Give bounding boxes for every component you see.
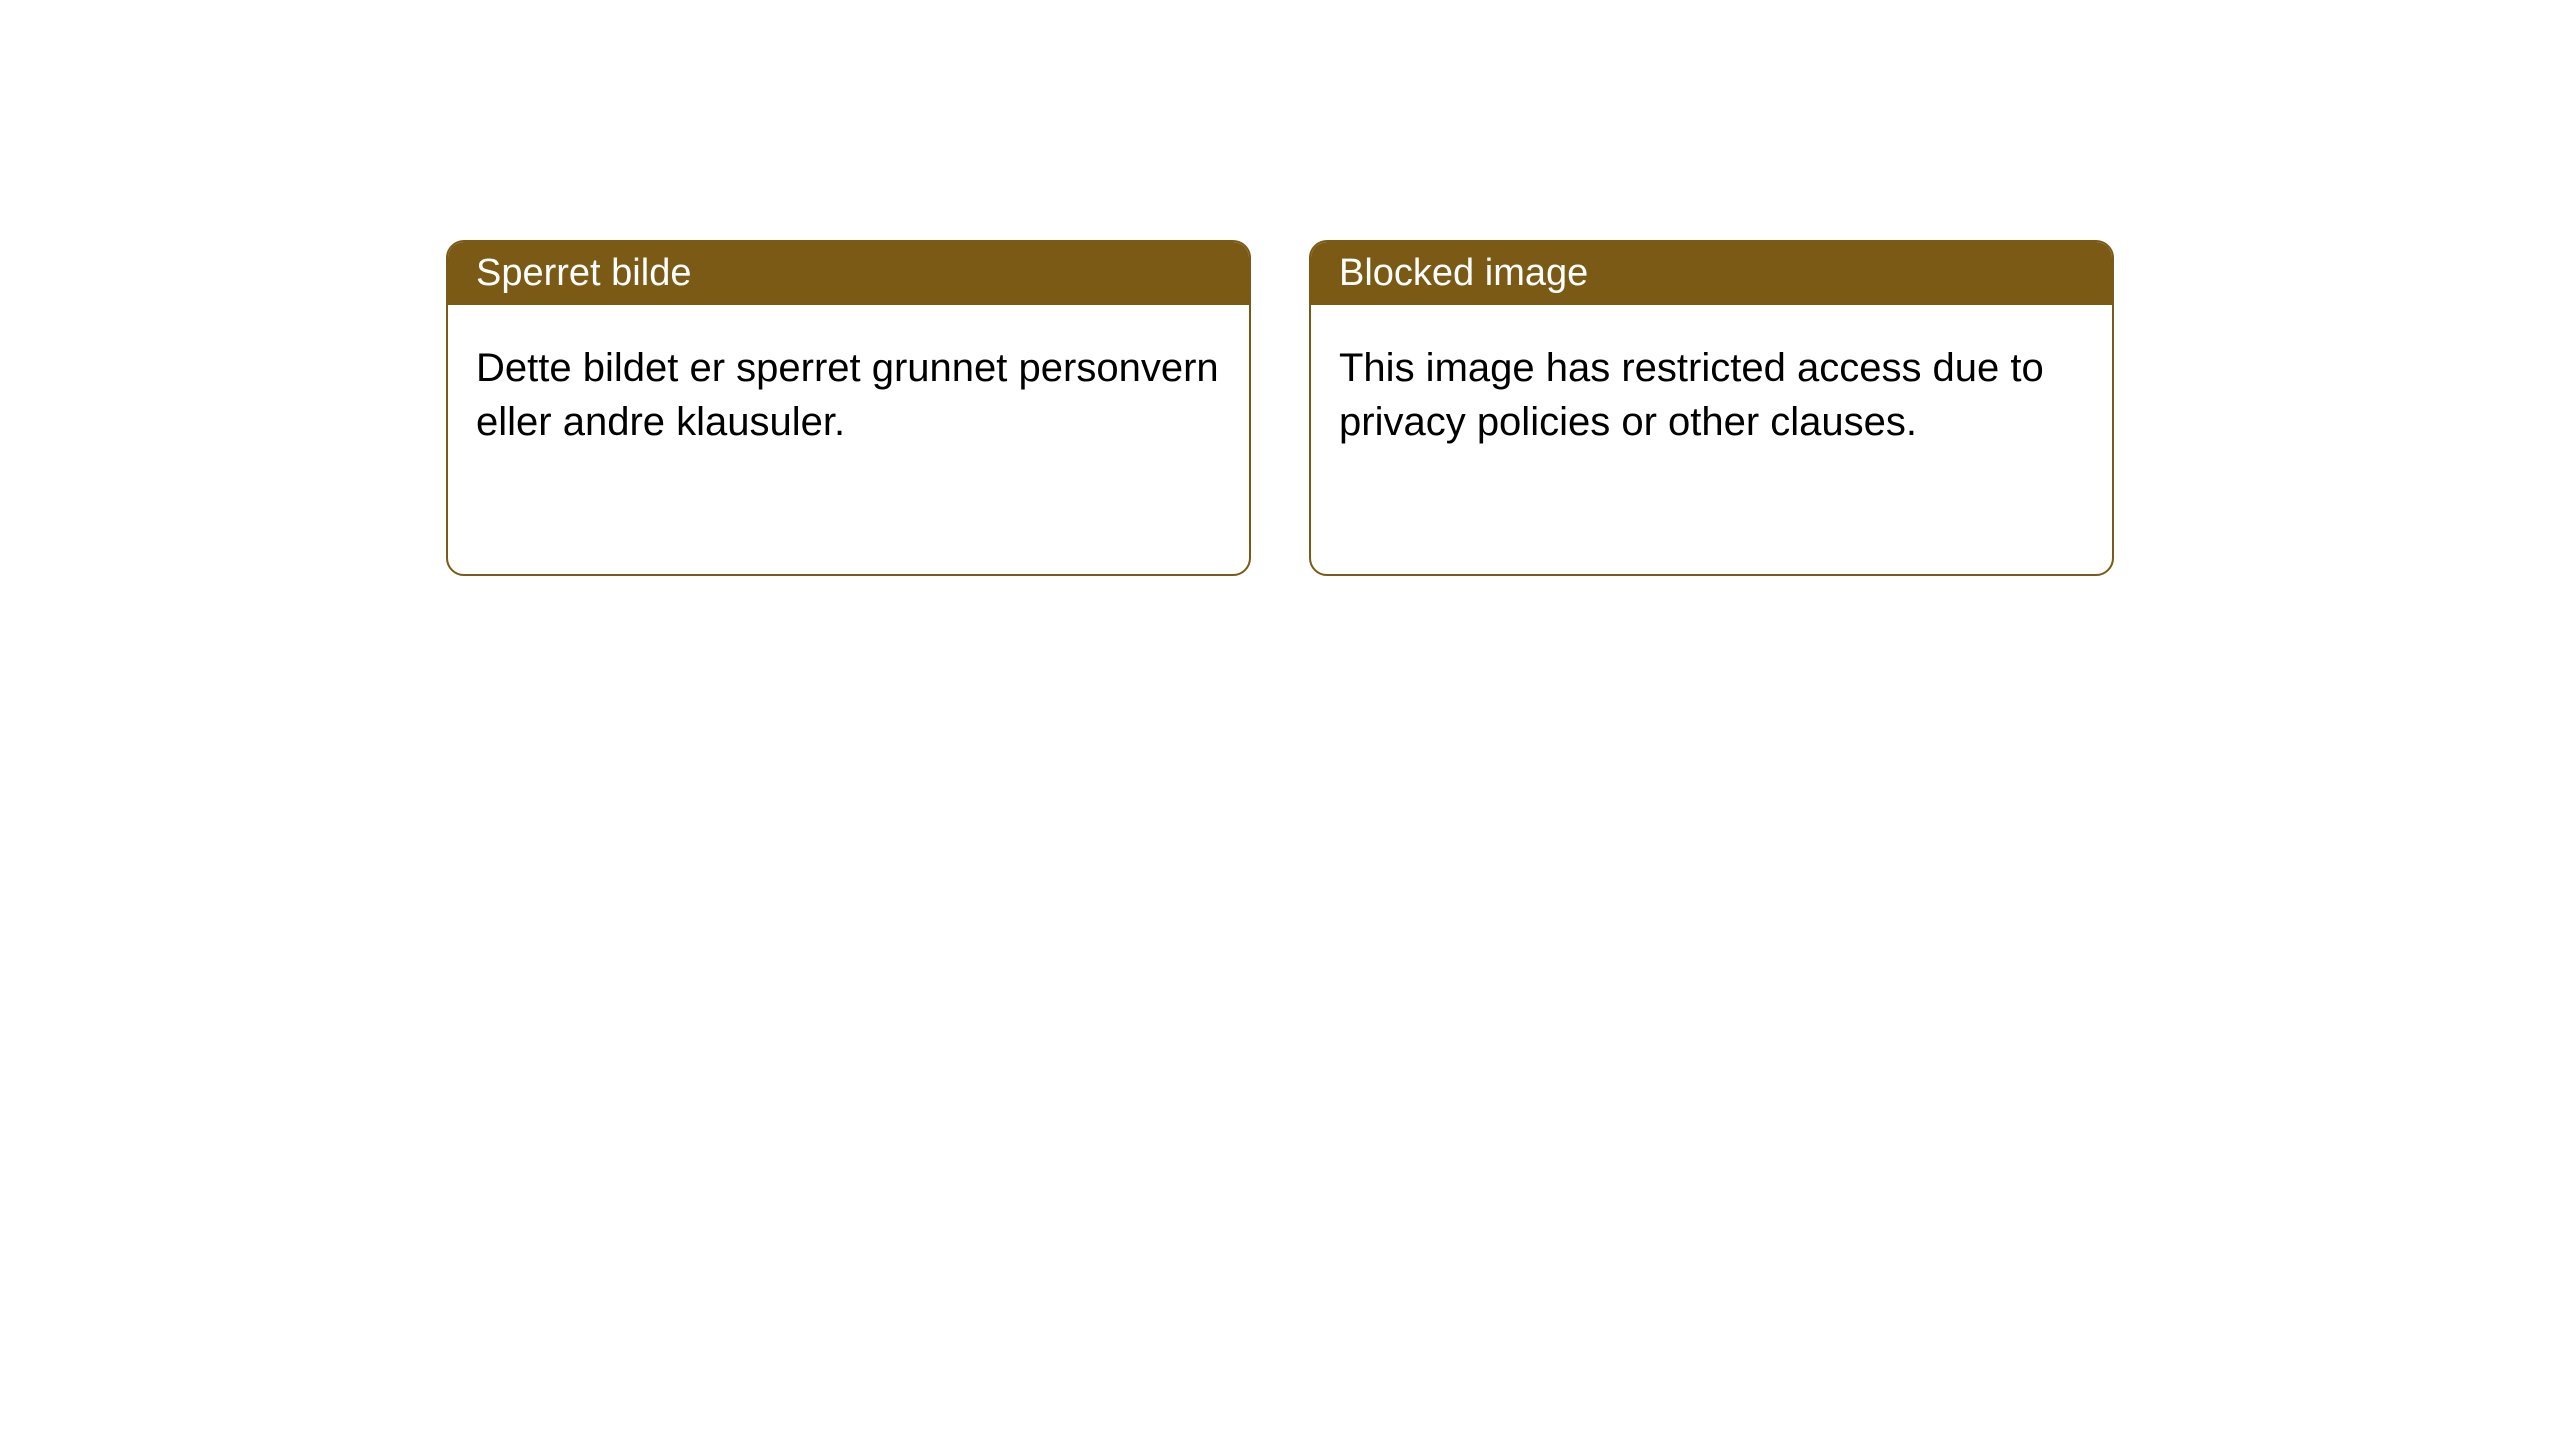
card-body: This image has restricted access due to … <box>1311 305 2112 485</box>
card-title: Sperret bilde <box>476 252 691 294</box>
card-text: This image has restricted access due to … <box>1339 346 2044 444</box>
notice-container: Sperret bilde Dette bildet er sperret gr… <box>446 240 2114 576</box>
card-title: Blocked image <box>1339 252 1588 294</box>
card-body: Dette bildet er sperret grunnet personve… <box>448 305 1249 485</box>
notice-card-english: Blocked image This image has restricted … <box>1309 240 2114 576</box>
card-header: Sperret bilde <box>448 242 1249 305</box>
notice-card-norwegian: Sperret bilde Dette bildet er sperret gr… <box>446 240 1251 576</box>
card-header: Blocked image <box>1311 242 2112 305</box>
card-text: Dette bildet er sperret grunnet personve… <box>476 346 1219 444</box>
